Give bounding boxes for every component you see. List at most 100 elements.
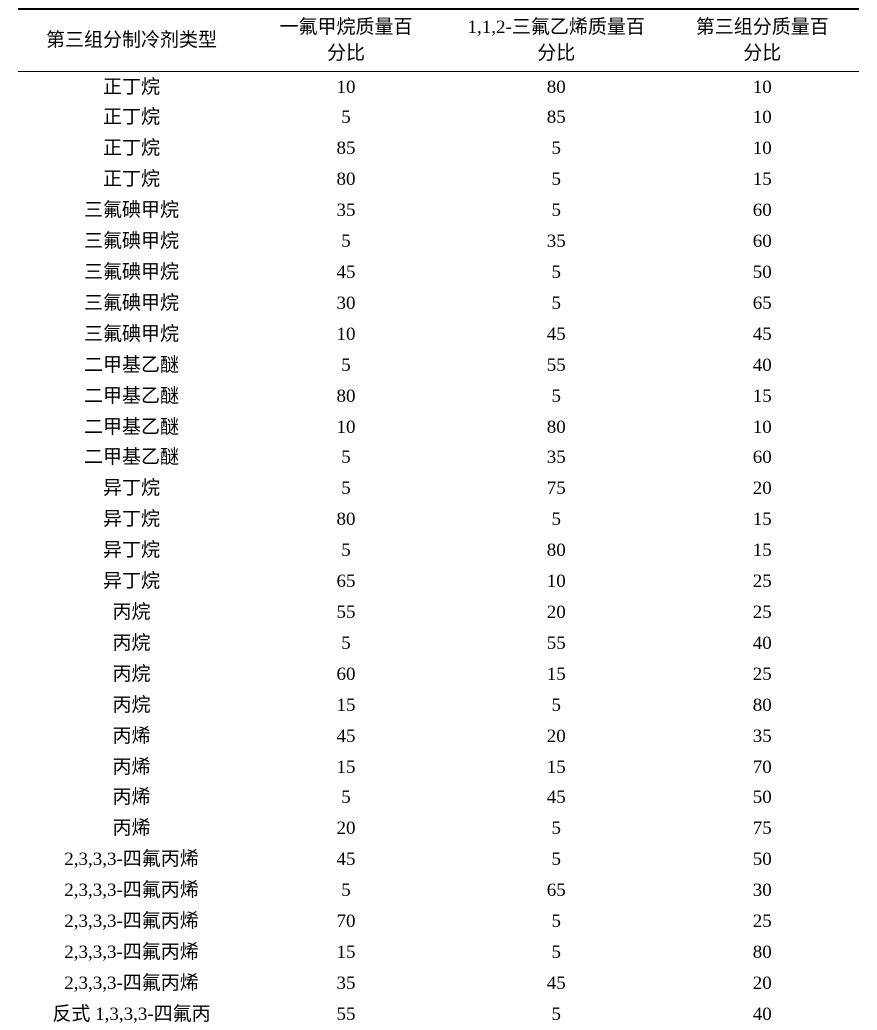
table-cell: 40 <box>666 350 859 381</box>
table-row: 三氟碘甲烷53560 <box>18 227 859 258</box>
table-cell: 20 <box>666 969 859 1000</box>
table-cell: 30 <box>666 876 859 907</box>
table-cell: 80 <box>245 505 447 536</box>
table-cell: 10 <box>666 103 859 134</box>
header-col-3: 1,1,2-三氟乙烯质量百分比 <box>447 9 666 72</box>
table-cell: 反式 1,3,3,3-四氟丙 <box>18 999 245 1030</box>
table-cell: 10 <box>666 412 859 443</box>
table-cell: 正丁烷 <box>18 165 245 196</box>
table-cell: 三氟碘甲烷 <box>18 320 245 351</box>
table-cell: 异丁烷 <box>18 567 245 598</box>
table-cell: 70 <box>245 907 447 938</box>
table-cell: 60 <box>666 196 859 227</box>
table-row: 丙烯151570 <box>18 752 859 783</box>
table-row: 二甲基乙醚55540 <box>18 350 859 381</box>
table-cell: 25 <box>666 567 859 598</box>
table-cell: 5 <box>447 196 666 227</box>
table-cell: 异丁烷 <box>18 505 245 536</box>
table-cell: 45 <box>447 783 666 814</box>
table-cell: 丙烷 <box>18 660 245 691</box>
header-col-1: 第三组分制冷剂类型 <box>18 9 245 72</box>
table-cell: 60 <box>245 660 447 691</box>
table-cell: 55 <box>245 999 447 1030</box>
table-cell: 5 <box>245 443 447 474</box>
table-cell: 15 <box>447 660 666 691</box>
table-cell: 80 <box>447 412 666 443</box>
table-cell: 丙烷 <box>18 598 245 629</box>
table-cell: 三氟碘甲烷 <box>18 258 245 289</box>
table-cell: 正丁烷 <box>18 72 245 103</box>
table-cell: 10 <box>245 320 447 351</box>
table-cell: 75 <box>666 814 859 845</box>
table-cell: 65 <box>447 876 666 907</box>
table-row: 丙烷552025 <box>18 598 859 629</box>
table-row: 反式 1,3,3,3-四氟丙55540 <box>18 999 859 1030</box>
table-cell: 丙烯 <box>18 752 245 783</box>
table-cell: 70 <box>666 752 859 783</box>
table-cell: 5 <box>245 783 447 814</box>
table-cell: 35 <box>447 443 666 474</box>
table-cell: 5 <box>447 505 666 536</box>
table-cell: 5 <box>245 536 447 567</box>
table-row: 丙烯452035 <box>18 721 859 752</box>
table-cell: 55 <box>447 350 666 381</box>
table-cell: 5 <box>447 134 666 165</box>
table-row: 丙烯20575 <box>18 814 859 845</box>
table-cell: 5 <box>447 814 666 845</box>
table-header-row: 第三组分制冷剂类型 一氟甲烷质量百分比 1,1,2-三氟乙烯质量百分比 第三组分… <box>18 9 859 72</box>
refrigerant-table: 第三组分制冷剂类型 一氟甲烷质量百分比 1,1,2-三氟乙烯质量百分比 第三组分… <box>18 8 859 1030</box>
table-row: 2,3,3,3-四氟丙烯15580 <box>18 938 859 969</box>
table-row: 正丁烷108010 <box>18 72 859 103</box>
table-cell: 85 <box>245 134 447 165</box>
table-cell: 10 <box>666 134 859 165</box>
table-cell: 10 <box>447 567 666 598</box>
table-cell: 15 <box>245 690 447 721</box>
table-cell: 5 <box>447 938 666 969</box>
table-cell: 55 <box>245 598 447 629</box>
table-cell: 15 <box>245 752 447 783</box>
table-cell: 25 <box>666 907 859 938</box>
table-row: 丙烷55540 <box>18 629 859 660</box>
table-cell: 正丁烷 <box>18 103 245 134</box>
table-cell: 2,3,3,3-四氟丙烯 <box>18 876 245 907</box>
table-cell: 5 <box>245 876 447 907</box>
table-cell: 三氟碘甲烷 <box>18 227 245 258</box>
table-cell: 5 <box>447 165 666 196</box>
table-cell: 50 <box>666 845 859 876</box>
table-row: 异丁烷57520 <box>18 474 859 505</box>
table-cell: 正丁烷 <box>18 134 245 165</box>
table-cell: 2,3,3,3-四氟丙烯 <box>18 938 245 969</box>
table-row: 异丁烷651025 <box>18 567 859 598</box>
table-cell: 50 <box>666 258 859 289</box>
table-cell: 15 <box>666 165 859 196</box>
table-cell: 45 <box>447 320 666 351</box>
table-cell: 15 <box>666 381 859 412</box>
table-row: 三氟碘甲烷30565 <box>18 289 859 320</box>
table-cell: 5 <box>447 258 666 289</box>
table-row: 二甲基乙醚80515 <box>18 381 859 412</box>
table-row: 2,3,3,3-四氟丙烯45550 <box>18 845 859 876</box>
table-row: 正丁烷85510 <box>18 134 859 165</box>
table-cell: 20 <box>447 598 666 629</box>
table-cell: 5 <box>447 907 666 938</box>
table-cell: 80 <box>447 536 666 567</box>
table-cell: 2,3,3,3-四氟丙烯 <box>18 969 245 1000</box>
table-cell: 二甲基乙醚 <box>18 443 245 474</box>
table-cell: 20 <box>666 474 859 505</box>
table-cell: 45 <box>245 721 447 752</box>
table-row: 2,3,3,3-四氟丙烯354520 <box>18 969 859 1000</box>
table-row: 二甲基乙醚53560 <box>18 443 859 474</box>
table-row: 正丁烷58510 <box>18 103 859 134</box>
header-col-4: 第三组分质量百分比 <box>666 9 859 72</box>
table-cell: 40 <box>666 999 859 1030</box>
table-cell: 30 <box>245 289 447 320</box>
table-cell: 60 <box>666 443 859 474</box>
table-cell: 60 <box>666 227 859 258</box>
table-cell: 80 <box>666 690 859 721</box>
table-cell: 40 <box>666 629 859 660</box>
table-cell: 55 <box>447 629 666 660</box>
table-cell: 15 <box>666 536 859 567</box>
table-row: 二甲基乙醚108010 <box>18 412 859 443</box>
header-col-2: 一氟甲烷质量百分比 <box>245 9 447 72</box>
table-row: 丙烷601525 <box>18 660 859 691</box>
